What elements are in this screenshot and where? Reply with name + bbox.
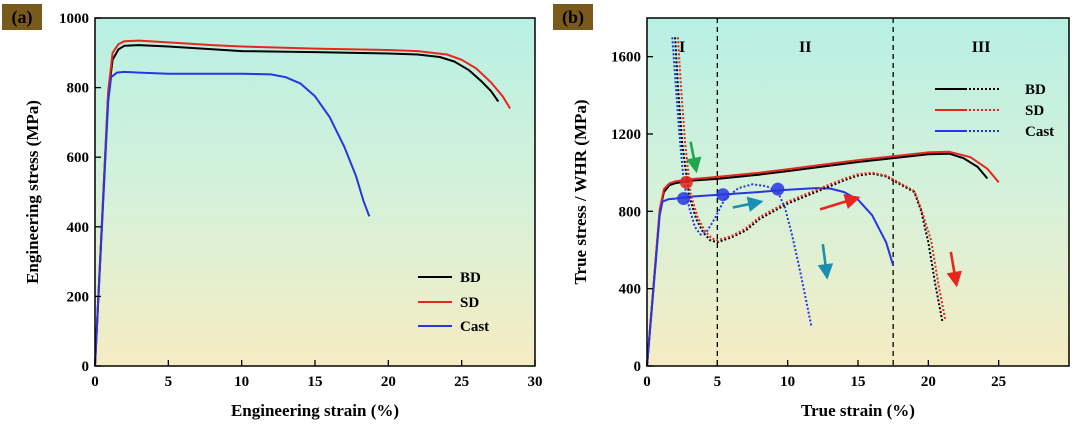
legend-b-label-bd: BD bbox=[1025, 82, 1046, 98]
y-tick-label-b-800: 800 bbox=[619, 204, 642, 220]
x-tick-label-b-20: 20 bbox=[921, 374, 936, 390]
series-line-b-bd-true-stress bbox=[646, 152, 989, 367]
series-line-a-sd bbox=[94, 39, 511, 367]
x-tick-label-a-20: 20 bbox=[381, 374, 396, 390]
x-tick-label-a-0: 0 bbox=[91, 374, 99, 390]
legend-b-label-cast: Cast bbox=[1025, 124, 1054, 140]
trend-arrow-2 bbox=[732, 196, 764, 212]
y-axis-label-b: True stress / WHR (MPa) bbox=[571, 99, 590, 284]
legend-a-label-bd: BD bbox=[460, 270, 481, 286]
x-tick-label-a-25: 25 bbox=[454, 374, 469, 390]
x-tick-label-a-5: 5 bbox=[165, 374, 173, 390]
region-label-i: I bbox=[679, 39, 685, 56]
y-tick-label-a-600: 600 bbox=[67, 150, 90, 166]
trend-arrow-1 bbox=[686, 141, 702, 174]
x-tick-label-b-25: 25 bbox=[991, 374, 1006, 390]
series-line-a-cast bbox=[94, 70, 371, 367]
y-axis-label-a: Engineering stress (MPa) bbox=[23, 100, 42, 284]
x-tick-label-b-10: 10 bbox=[780, 374, 795, 390]
series-line-b-sd-whr bbox=[676, 37, 947, 320]
series-line-a-bd bbox=[94, 44, 500, 367]
legend-b: BD SD Cast bbox=[935, 82, 1054, 140]
y-tick-label-a-200: 200 bbox=[67, 289, 90, 305]
panel-tag-a: (a) bbox=[12, 7, 33, 28]
legend-a: BD SD Cast bbox=[418, 270, 489, 335]
y-tick-label-a-800: 800 bbox=[67, 81, 90, 97]
y-tick-label-b-0: 0 bbox=[634, 359, 642, 375]
y-tick-label-b-1600: 1600 bbox=[611, 50, 641, 66]
plot-background-b bbox=[647, 18, 1069, 366]
chart-panel-a: 0 5 10 15 20 25 30 0 200 400 600 800 1000 (a) Engine… bbox=[2, 4, 543, 420]
x-axis-label-b: True strain (%) bbox=[801, 401, 915, 420]
point-marker-1 bbox=[679, 175, 693, 189]
legend-a-label-sd: SD bbox=[460, 295, 479, 311]
legend-a-label-cast: Cast bbox=[460, 319, 489, 335]
trend-arrow-3 bbox=[819, 194, 861, 211]
x-tick-label-b-15: 15 bbox=[851, 374, 866, 390]
region-label-iii: III bbox=[972, 39, 991, 56]
y-tick-label-a-400: 400 bbox=[67, 220, 90, 236]
y-tick-label-b-400: 400 bbox=[619, 282, 642, 298]
y-tick-label-b-1200: 1200 bbox=[611, 127, 641, 143]
point-marker-3 bbox=[716, 188, 730, 202]
y-tick-label-a-0: 0 bbox=[82, 359, 90, 375]
x-tick-label-b-0: 0 bbox=[643, 374, 651, 390]
point-marker-2 bbox=[677, 192, 691, 206]
x-tick-label-a-30: 30 bbox=[528, 374, 543, 390]
y-tick-label-a-1000: 1000 bbox=[59, 11, 89, 27]
plot-background-a bbox=[95, 18, 535, 366]
series-line-b-sd-true-stress bbox=[646, 150, 1000, 367]
x-axis-label-a: Engineering strain (%) bbox=[231, 401, 399, 420]
x-tick-label-a-10: 10 bbox=[234, 374, 249, 390]
trend-arrow-4 bbox=[817, 244, 834, 280]
panel-tag-b: (b) bbox=[562, 7, 584, 28]
panel-tag-box-b bbox=[553, 4, 593, 30]
x-tick-label-b-5: 5 bbox=[714, 374, 722, 390]
legend-b-label-sd: SD bbox=[1025, 103, 1044, 119]
x-tick-label-a-15: 15 bbox=[308, 374, 323, 390]
point-marker-4 bbox=[771, 182, 785, 196]
region-label-ii: II bbox=[799, 39, 811, 56]
trend-arrow-5 bbox=[946, 251, 962, 288]
panel-tag-box-a bbox=[2, 4, 42, 30]
